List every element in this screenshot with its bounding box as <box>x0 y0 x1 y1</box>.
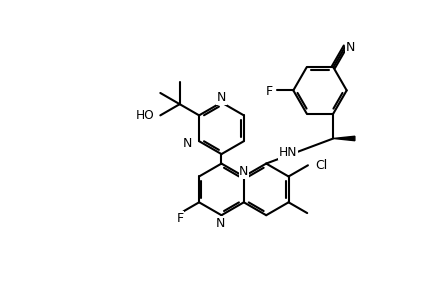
Text: N: N <box>183 137 192 150</box>
Text: N: N <box>217 91 226 104</box>
Text: N: N <box>239 165 248 178</box>
Text: N: N <box>346 41 355 53</box>
Text: N: N <box>216 217 225 230</box>
Text: Cl: Cl <box>315 159 327 173</box>
Polygon shape <box>333 136 355 141</box>
Text: F: F <box>176 211 183 225</box>
Text: HN: HN <box>278 146 297 159</box>
Text: F: F <box>266 86 273 98</box>
Text: HO: HO <box>136 110 154 122</box>
